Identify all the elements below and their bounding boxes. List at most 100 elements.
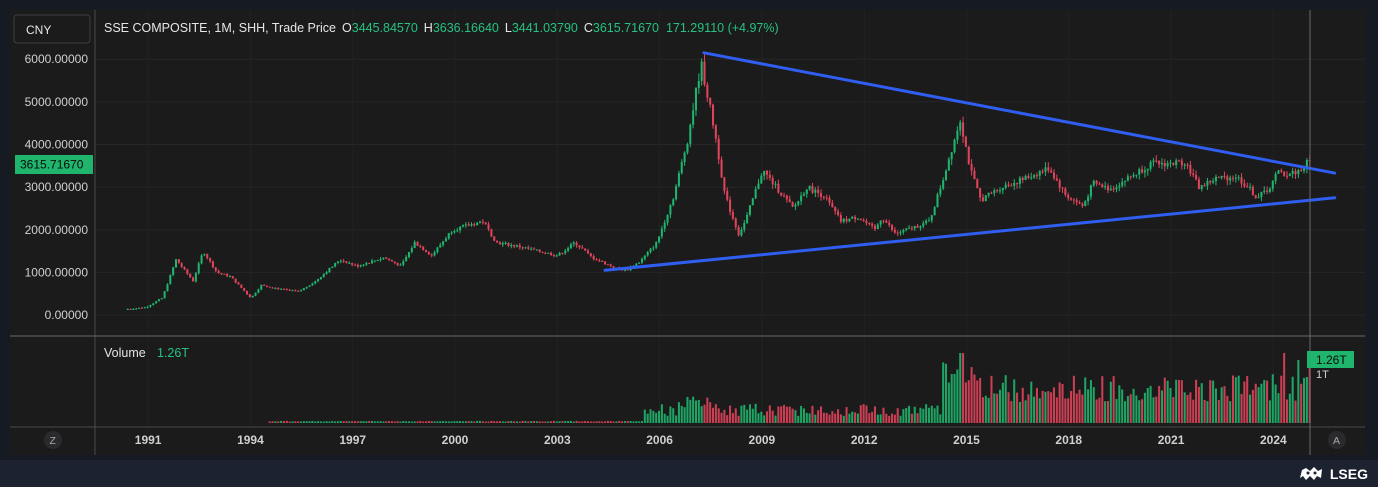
volume-bar	[1240, 393, 1243, 423]
candle-body	[638, 262, 641, 264]
candle-body	[1297, 170, 1300, 175]
volume-bar	[709, 402, 712, 423]
candle-body	[388, 258, 391, 260]
candle-body	[649, 248, 652, 252]
volume-bar	[1254, 383, 1257, 423]
candle-body	[157, 299, 160, 302]
candle-body	[1192, 173, 1195, 176]
candle-body	[851, 216, 854, 219]
volume-bar	[666, 415, 669, 423]
candle-body	[1243, 183, 1246, 187]
candle-body	[436, 247, 439, 253]
candle-body	[470, 224, 473, 226]
volume-axis-tick: 1T	[1316, 369, 1329, 381]
volume-bar	[584, 421, 587, 423]
volume-bar	[1251, 389, 1254, 423]
volume-bar	[794, 410, 797, 423]
volume-bar	[368, 420, 371, 423]
volume-bar	[1038, 398, 1041, 423]
candle-body	[126, 308, 129, 310]
volume-bar	[825, 413, 828, 423]
volume-bar	[785, 406, 788, 423]
volume-bar	[646, 413, 649, 423]
candle-body	[748, 205, 751, 215]
volume-bar	[1280, 375, 1283, 423]
volume-bar	[649, 409, 652, 423]
volume-bar	[768, 405, 771, 423]
volume-bar	[365, 421, 368, 423]
candle-body	[606, 264, 609, 266]
chart-panel	[10, 10, 1365, 455]
volume-bar	[771, 410, 774, 423]
candle-body	[379, 258, 382, 261]
candle-body	[908, 227, 911, 229]
volume-bar	[1104, 401, 1107, 423]
volume-bar	[615, 421, 618, 423]
candle-body	[1254, 195, 1257, 198]
candle-body	[297, 290, 300, 292]
candle-body	[927, 220, 930, 222]
volume-bar	[1050, 392, 1053, 423]
volume-bar	[677, 402, 680, 423]
volume-bar	[621, 421, 624, 423]
volume-bar	[868, 413, 871, 423]
candle-body	[763, 170, 766, 176]
volume-bar	[1175, 379, 1178, 423]
change-value: 171.29110 (+4.97%)	[666, 21, 779, 35]
close-label: C	[584, 21, 593, 35]
volume-bar	[501, 421, 504, 423]
volume-bar	[524, 421, 527, 423]
trendlines[interactable]	[603, 51, 1337, 272]
candle-body	[893, 229, 896, 233]
volume-bar	[407, 421, 411, 423]
x-tick-label: 1991	[135, 433, 162, 447]
candle-body	[155, 301, 158, 304]
candle-body	[1229, 177, 1232, 181]
volume-bar	[297, 421, 300, 423]
volume-bar	[862, 404, 865, 423]
x-tick-label: 2009	[749, 433, 776, 447]
volume-bar	[1291, 376, 1294, 423]
volume-bar	[1283, 353, 1286, 423]
candle-body	[1189, 164, 1192, 174]
candle-body	[910, 227, 913, 229]
volume-bar	[555, 421, 558, 423]
candle-body	[174, 259, 178, 268]
volume-bar	[1155, 396, 1158, 423]
candle-body	[268, 286, 271, 288]
candle-body	[351, 263, 354, 265]
candle-body	[569, 244, 572, 249]
candle-body	[1118, 185, 1121, 188]
candle-body	[1169, 162, 1172, 164]
volume-bar	[1016, 392, 1019, 423]
candle-body	[740, 229, 743, 236]
volume-bar	[541, 421, 544, 423]
candle-body	[1274, 173, 1277, 182]
volume-bar	[399, 421, 402, 423]
candle-body	[476, 222, 479, 226]
candle-body	[1061, 187, 1064, 189]
candle-body	[1291, 170, 1294, 174]
auto-scale-button[interactable]	[1328, 431, 1346, 449]
volume-bar	[1118, 385, 1121, 423]
currency-button[interactable]	[13, 14, 91, 44]
candle-body	[1203, 185, 1206, 187]
candle-body	[1294, 170, 1297, 175]
volume-bar	[953, 374, 956, 423]
volume-bar	[277, 421, 280, 423]
volume-bar	[927, 407, 930, 423]
candle-body	[308, 285, 311, 287]
zoom-button[interactable]	[44, 431, 62, 449]
volume-bar	[706, 397, 709, 423]
volume-bar	[981, 397, 984, 423]
candle-body	[683, 152, 686, 163]
volume-bar	[1223, 386, 1226, 423]
candle-body	[496, 240, 499, 243]
volume-bar	[1058, 382, 1061, 423]
volume-bar	[751, 408, 754, 423]
candle-body	[541, 251, 544, 253]
candle-body	[407, 252, 411, 258]
candle-body	[612, 266, 615, 268]
volume-bar	[1195, 379, 1198, 423]
